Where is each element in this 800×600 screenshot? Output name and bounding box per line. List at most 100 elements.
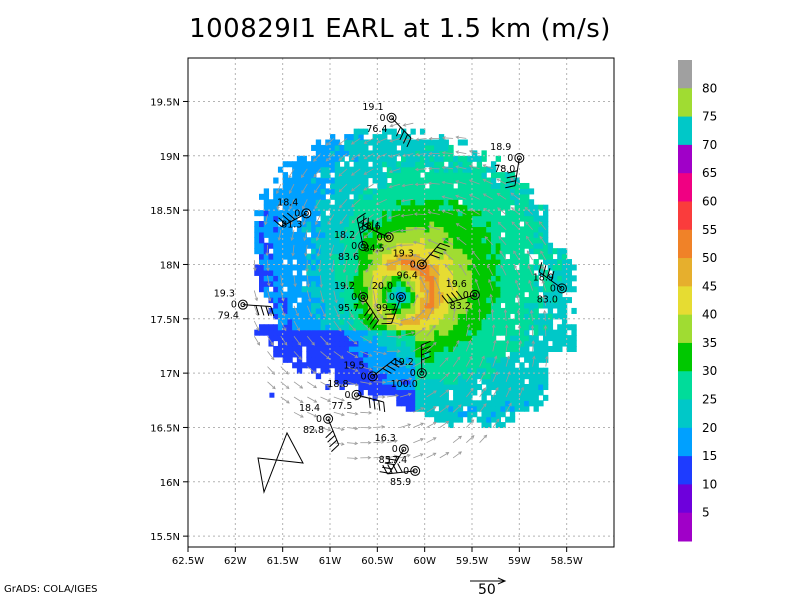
field-cell: [301, 248, 307, 255]
field-cell: [547, 329, 554, 336]
field-cell: [382, 242, 388, 249]
wind-vector-head: [420, 376, 425, 380]
station-label-bottom: 96.4: [397, 270, 418, 281]
field-cell: [434, 231, 440, 238]
field-cell: [538, 378, 544, 385]
field-cell: [476, 193, 483, 200]
field-cell: [566, 297, 572, 304]
field-cell: [277, 210, 284, 217]
dropsonde-station: 19.50: [343, 358, 404, 382]
field-cell: [311, 161, 317, 168]
wind-vector: [373, 381, 386, 383]
field-cell: [330, 259, 336, 266]
field-cell: [448, 210, 454, 217]
field-cell: [296, 188, 303, 195]
field-cell: [557, 264, 563, 271]
wind-vector-head: [354, 411, 359, 416]
station-marker: [358, 292, 369, 303]
wind-vector-head: [490, 308, 495, 313]
field-cell: [410, 231, 416, 238]
field-cell: [334, 329, 341, 336]
field-cell: [363, 182, 369, 189]
field-cell: [457, 264, 464, 271]
field-cell: [514, 215, 520, 222]
field-cell: [263, 199, 270, 206]
field-cell: [538, 356, 544, 363]
field-cell: [453, 248, 459, 255]
field-cell: [547, 313, 554, 320]
field-cell: [382, 253, 388, 260]
field-cell: [391, 389, 397, 396]
field-cell: [453, 231, 459, 238]
field-cell: [533, 297, 539, 304]
field-cell: [363, 264, 369, 271]
field-cell: [552, 297, 558, 304]
field-cell: [268, 242, 274, 249]
field-cell: [419, 248, 426, 255]
field-cell: [287, 177, 293, 184]
field-cell: [273, 188, 279, 195]
field-cell: [282, 264, 288, 271]
wind-vector-head: [441, 180, 446, 185]
field-cell: [372, 286, 378, 293]
field-cell: [301, 264, 307, 271]
field-cell: [457, 253, 464, 260]
field-cell: [448, 411, 454, 418]
wind-vector: [338, 153, 348, 161]
wind-vector: [333, 442, 344, 445]
field-cell: [396, 231, 402, 238]
station-marker-inner: [398, 294, 404, 300]
wind-vector-head: [397, 349, 401, 353]
field-cell: [438, 280, 445, 287]
field-cell: [467, 335, 473, 342]
field-cell: [500, 351, 506, 358]
field-cell: [320, 188, 326, 195]
field-cell: [282, 318, 288, 325]
field-cell: [500, 422, 506, 429]
field-cell: [301, 172, 307, 179]
field-cell: [476, 329, 483, 336]
station-marker-inner: [370, 373, 376, 379]
field-cell: [268, 231, 274, 238]
field-cell: [457, 324, 464, 331]
field-cell: [476, 351, 483, 358]
field-cell: [472, 297, 478, 304]
colorbar-label: 40: [702, 308, 717, 322]
field-cell: [377, 269, 383, 276]
wind-vector: [479, 403, 487, 413]
field-cell: [500, 280, 506, 287]
field-cell: [358, 150, 364, 157]
field-cell: [415, 177, 421, 184]
field-cell: [457, 248, 464, 255]
field-cell: [396, 297, 402, 304]
field-cell: [519, 351, 525, 358]
field-cell: [330, 351, 336, 358]
field-cell: [462, 394, 468, 401]
field-cell: [462, 411, 468, 418]
field-cell: [453, 356, 459, 363]
field-cell: [476, 248, 483, 255]
y-tick-label: 16N: [160, 478, 180, 489]
wind-vector: [428, 211, 440, 215]
station-label-mid: 0: [403, 466, 409, 477]
field-cell: [467, 405, 473, 412]
field-cell: [429, 204, 435, 211]
field-cell: [287, 307, 293, 314]
field-cell: [448, 340, 454, 347]
field-cell: [334, 356, 341, 363]
wind-vector: [280, 335, 288, 346]
field-cell: [339, 269, 345, 276]
field-cell: [434, 155, 440, 162]
field-cell: [254, 242, 260, 249]
field-cell: [358, 253, 364, 260]
field-cell: [509, 199, 516, 206]
wind-vector-head: [322, 313, 326, 318]
field-cell: [467, 297, 473, 304]
wind-vector-head: [496, 193, 501, 197]
field-cell: [306, 269, 312, 276]
field-cell: [401, 166, 407, 173]
field-cell: [296, 362, 303, 369]
field-cell: [453, 384, 459, 391]
station-label-bottom: 81.3: [281, 219, 302, 230]
